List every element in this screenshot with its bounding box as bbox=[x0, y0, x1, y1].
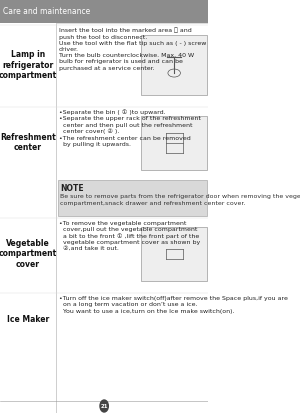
FancyBboxPatch shape bbox=[141, 227, 207, 281]
Text: Insert the tool into the marked area ⓐ and
push the tool to disconnect.
Use the : Insert the tool into the marked area ⓐ a… bbox=[59, 28, 206, 71]
FancyBboxPatch shape bbox=[0, 0, 208, 23]
Text: •Separate the bin ( ① )to upward.
•Separate the upper rack of the refreshment
  : •Separate the bin ( ① )to upward. •Separ… bbox=[59, 109, 201, 147]
Text: Care and maintenance: Care and maintenance bbox=[4, 7, 91, 16]
Text: NOTE: NOTE bbox=[60, 185, 84, 193]
FancyBboxPatch shape bbox=[141, 116, 207, 170]
Text: Be sure to remove parts from the refrigerator door when removing the vegetable
c: Be sure to remove parts from the refrige… bbox=[60, 195, 300, 206]
Circle shape bbox=[100, 400, 108, 412]
Text: Refreshment
center: Refreshment center bbox=[0, 133, 56, 152]
Text: Ice Maker: Ice Maker bbox=[7, 315, 49, 323]
Text: •To remove the vegetable compartment
  cover,pull out the vegetable compartment
: •To remove the vegetable compartment cov… bbox=[59, 221, 200, 251]
Text: Lamp in
refrigerator
compartment: Lamp in refrigerator compartment bbox=[0, 50, 57, 80]
FancyBboxPatch shape bbox=[58, 180, 207, 216]
Text: •Turn off the ice maker switch(off)after remove the Space plus,if you are
  on a: •Turn off the ice maker switch(off)after… bbox=[59, 296, 288, 313]
Text: 21: 21 bbox=[100, 404, 108, 408]
FancyBboxPatch shape bbox=[141, 35, 207, 95]
Text: Vegetable
compartment
cover: Vegetable compartment cover bbox=[0, 239, 57, 269]
